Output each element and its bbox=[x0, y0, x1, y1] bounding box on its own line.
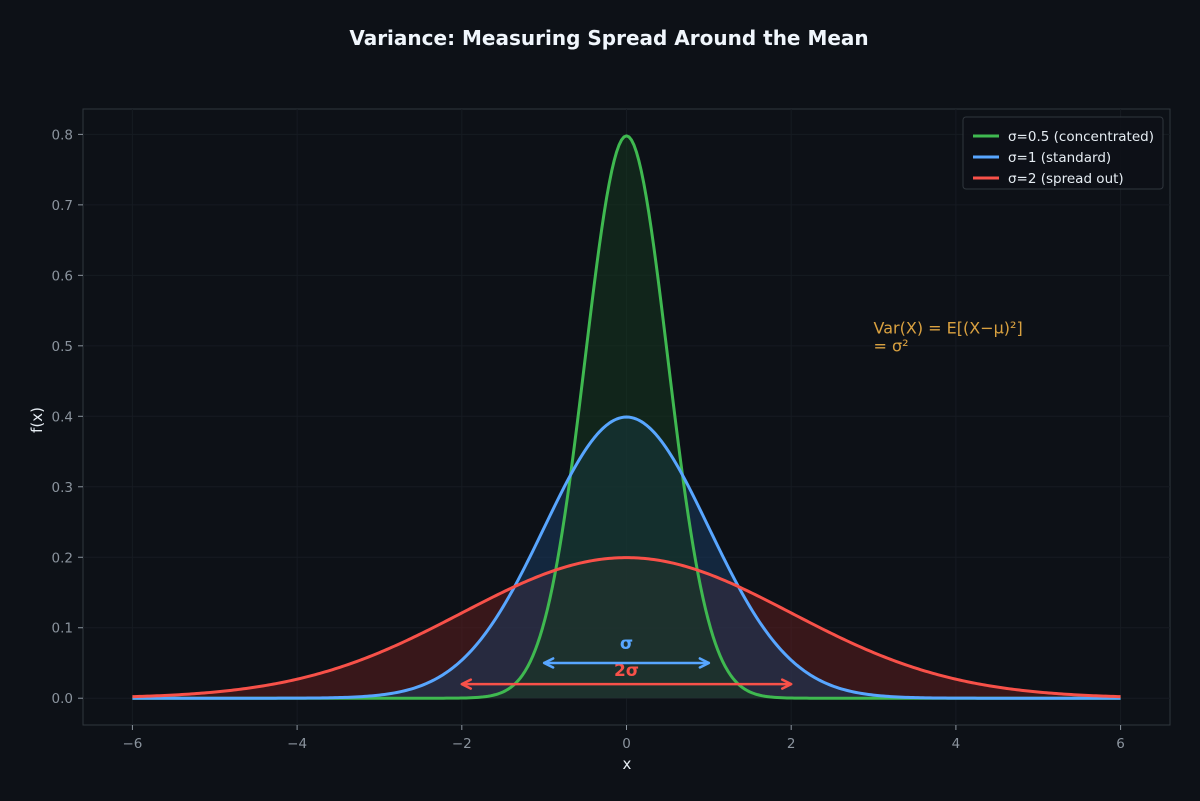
y-tick-label: 0.6 bbox=[52, 268, 73, 284]
x-tick-label: 2 bbox=[787, 736, 796, 752]
formula-line-1: Var(X) = E[(X−μ)²] bbox=[874, 319, 1023, 338]
annotations: Var(X) = E[(X−μ)²]= σ² 2σ σ bbox=[460, 319, 1023, 690]
legend-item: σ=1 (standard) bbox=[973, 150, 1111, 166]
two-sigma-arrow-head-right bbox=[780, 678, 793, 690]
sigma-arrow-head-right bbox=[698, 657, 711, 669]
sigma-arrow-head-left bbox=[542, 657, 555, 669]
y-tick-label: 0.2 bbox=[52, 550, 73, 566]
x-tick-label: −6 bbox=[122, 736, 142, 752]
x-axis-ticks: −6 −4 −2 0 2 4 6 bbox=[122, 725, 1125, 752]
curve-lines bbox=[132, 134, 1121, 700]
curve-line-sigma-2 bbox=[132, 556, 1121, 699]
legend-label: σ=1 (standard) bbox=[1008, 150, 1111, 166]
legend-label: σ=2 (spread out) bbox=[1008, 171, 1124, 187]
curve-line-sigma-1 bbox=[132, 415, 1121, 700]
x-tick-label: −4 bbox=[287, 736, 307, 752]
chart-title: Variance: Measuring Spread Around the Me… bbox=[349, 26, 868, 50]
y-axis-ticks: 0.0 0.1 0.2 0.3 0.4 0.5 0.6 0.7 0.8 bbox=[52, 127, 83, 707]
legend-item: σ=0.5 (concentrated) bbox=[973, 129, 1154, 145]
y-tick-label: 0.5 bbox=[52, 339, 73, 355]
y-axis-label: f(x) bbox=[28, 407, 46, 433]
y-tick-label: 0.1 bbox=[52, 621, 73, 637]
legend-item: σ=2 (spread out) bbox=[973, 171, 1124, 187]
sigma-arrow-label: σ bbox=[620, 634, 633, 654]
legend-label: σ=0.5 (concentrated) bbox=[1008, 129, 1154, 145]
x-tick-label: 4 bbox=[952, 736, 961, 752]
legend-box bbox=[962, 116, 1164, 190]
x-tick-label: 0 bbox=[622, 736, 631, 752]
y-tick-label: 0.4 bbox=[52, 409, 73, 425]
formula-line-2: = σ² bbox=[874, 337, 909, 356]
x-axis-label: x bbox=[623, 755, 632, 773]
y-tick-label: 0.0 bbox=[52, 691, 73, 707]
two-sigma-arrow-head-left bbox=[460, 678, 473, 690]
x-tick-label: −2 bbox=[452, 736, 472, 752]
y-tick-label: 0.3 bbox=[52, 480, 73, 496]
two-sigma-arrow-label: 2σ bbox=[614, 661, 639, 681]
y-tick-label: 0.8 bbox=[52, 127, 73, 143]
y-tick-label: 0.7 bbox=[52, 198, 73, 214]
x-tick-label: 6 bbox=[1116, 736, 1125, 752]
legend: σ=0.5 (concentrated) σ=1 (standard) σ=2 (s… bbox=[962, 116, 1164, 190]
